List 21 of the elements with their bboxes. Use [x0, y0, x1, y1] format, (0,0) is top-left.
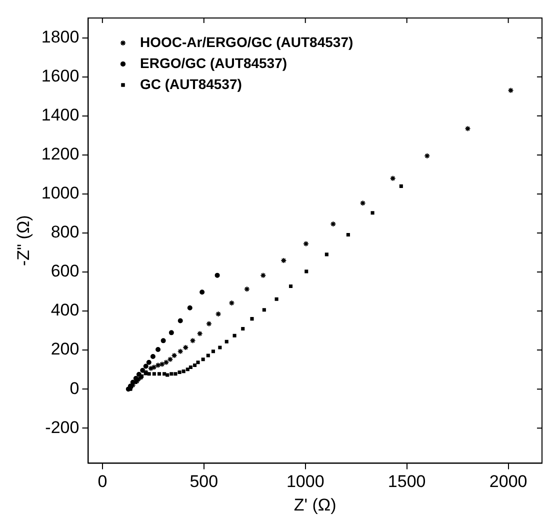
legend-label: HOOC-Ar/ERGO/GC (AUT84537)	[140, 33, 354, 52]
y-tick-label: 1800	[41, 28, 80, 47]
x-axis-title: Z' (Ω)	[294, 495, 336, 514]
y-tick-label: 600	[50, 262, 80, 281]
y-tick-label: 400	[50, 300, 80, 320]
y-axis-title: -Z" (Ω)	[14, 215, 33, 266]
x-tick-label: 1000	[286, 472, 324, 492]
x-tick-label: 500	[190, 472, 218, 492]
y-tick-label: 1400	[41, 106, 80, 125]
legend-label: GC (AUT84537)	[140, 75, 242, 94]
y-tick-label: 0	[70, 378, 80, 398]
y-tick-label: 800	[50, 222, 80, 242]
legend-label: ERGO/GC (AUT84537)	[140, 54, 288, 73]
y-tick-label: -200	[45, 418, 80, 437]
x-tick-label: 0	[98, 472, 108, 492]
x-tick-label: 1500	[388, 472, 426, 492]
y-tick-label: 1000	[41, 184, 80, 203]
y-tick-label: 200	[50, 340, 80, 359]
x-tick-label: 2000	[489, 472, 528, 492]
y-tick-label: 1200	[41, 144, 80, 164]
y-tick-label: 1600	[41, 66, 80, 86]
